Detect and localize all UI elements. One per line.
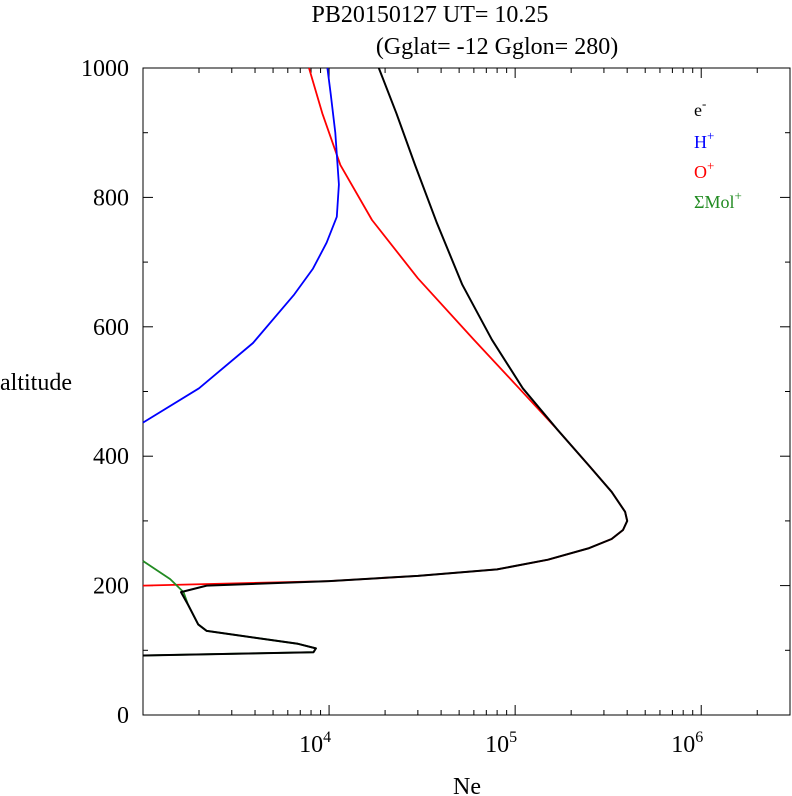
legend-entry: e-	[694, 96, 706, 120]
series-line-1	[142, 67, 340, 424]
legend-entry: H+	[694, 128, 714, 152]
chart-title-line2: (Gglat= -12 Gglon= 280)	[376, 34, 618, 60]
y-tick-label: 200	[93, 574, 129, 600]
x-axis-ticks: 104 105 106	[198, 68, 758, 758]
x-tick-label: 106	[671, 729, 703, 758]
y-tick-label: 0	[117, 703, 129, 729]
y-tick-label: 800	[93, 185, 129, 211]
legend-entry: O+	[694, 158, 714, 182]
chart-title-line1: PB20150127 UT= 10.25	[312, 2, 549, 28]
series-line-3	[142, 560, 317, 657]
x-tick-label: 105	[485, 729, 517, 758]
series-layer	[142, 67, 629, 657]
y-axis-label: altitude	[0, 370, 72, 396]
y-tick-label: 1000	[81, 56, 129, 82]
y-tick-label: 600	[93, 315, 129, 341]
series-line-0	[142, 67, 629, 657]
legend-entry: ΣMol+	[694, 188, 742, 212]
legend: e- H+ O+ ΣMol+	[694, 96, 742, 212]
x-tick-label: 104	[299, 729, 331, 758]
series-line-2	[142, 67, 629, 587]
plot-frame	[142, 67, 791, 716]
y-axis-ticks: 0 200 400 600 800 1000	[81, 56, 790, 729]
y-tick-label: 400	[93, 444, 129, 470]
x-axis-label: Ne	[453, 774, 481, 796]
